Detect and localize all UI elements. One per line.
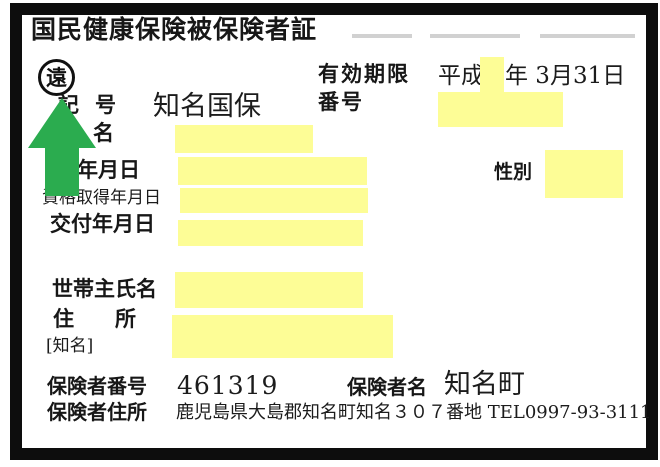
insurer-name-value: 知名町 bbox=[444, 369, 525, 400]
redaction-householder-name bbox=[175, 272, 363, 308]
bracket-note: [知名] bbox=[46, 336, 94, 356]
redaction-issue-date bbox=[178, 220, 363, 246]
insurer-number-value: 461319 bbox=[177, 371, 279, 400]
scan-artifact bbox=[352, 34, 412, 38]
up-arrow-icon bbox=[28, 98, 96, 196]
scan-artifact bbox=[540, 34, 635, 38]
insurer-address-label: 保険者住所 bbox=[47, 400, 147, 424]
redaction-name bbox=[175, 125, 313, 153]
symbol-label: 記号 bbox=[58, 93, 132, 117]
circled-kanji-stamp-icon: 遠 bbox=[38, 59, 75, 96]
insurer-address-value: 鹿児島県大島郡知名町知名３０７番地 TEL0997-93-3111 bbox=[176, 402, 652, 423]
householder-label: 世帯主氏名 bbox=[52, 277, 157, 301]
address-label: 住 所 bbox=[53, 307, 146, 331]
insurer-name-label: 保険者名 bbox=[347, 375, 427, 399]
redaction-birthdate bbox=[178, 157, 367, 185]
symbol-value: 知名国保 bbox=[153, 91, 261, 122]
expiry-label: 有効期限 bbox=[318, 62, 410, 86]
number-label: 番号 bbox=[318, 90, 364, 114]
expiry-era: 平成 bbox=[438, 63, 484, 89]
redaction-expiry-year bbox=[480, 57, 504, 92]
expiry-date-suffix: 年 3月31日 bbox=[505, 63, 626, 89]
stamp-character: 遠 bbox=[46, 65, 67, 90]
insurer-number-label: 保険者番号 bbox=[47, 374, 147, 398]
card-title: 国民健康保険被保険者証 bbox=[31, 15, 318, 44]
redaction-address bbox=[172, 315, 393, 358]
redaction-sex bbox=[545, 150, 623, 198]
issue-date-label: 交付年月日 bbox=[50, 212, 155, 236]
redaction-number bbox=[438, 92, 563, 127]
redaction-qualification-date bbox=[180, 188, 368, 213]
card-border bbox=[10, 3, 658, 460]
sex-label: 性別 bbox=[494, 161, 533, 183]
scan-artifact bbox=[430, 34, 520, 38]
